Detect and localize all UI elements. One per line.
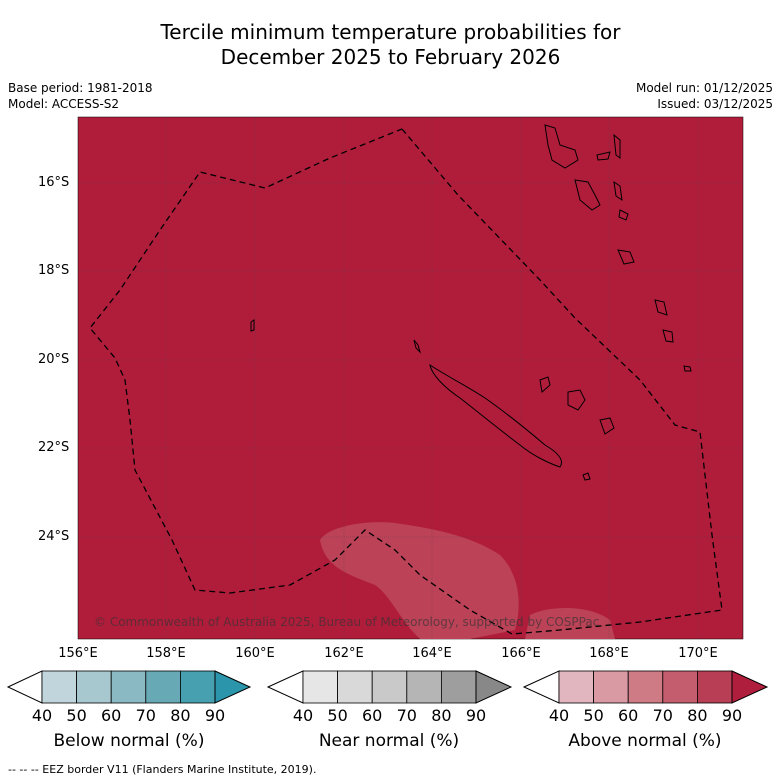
- gridlines: [78, 117, 743, 639]
- malekula-island: [574, 179, 601, 211]
- cb1-tick: 60: [101, 706, 122, 725]
- espiritu-santo-island: [544, 124, 579, 169]
- model-run: Model run: 01/12/2025: [635, 81, 773, 95]
- cb1-segment-2: [76, 670, 112, 704]
- cb3-tick: 60: [618, 706, 639, 725]
- cb1-segment-6: [214, 670, 252, 704]
- cb3-segment-0: [522, 670, 560, 704]
- cb2-segment-6: [475, 670, 513, 704]
- lon-label-166e: 166°E: [501, 646, 541, 661]
- maewo-island: [613, 133, 621, 159]
- lat-label-22s: 22°S: [38, 440, 70, 455]
- chart-title: Tercile minimum temperature probabilitie…: [0, 20, 781, 70]
- tanna-island: [654, 299, 668, 316]
- ouvea-island: [539, 376, 551, 393]
- cb2-segment-1: [302, 670, 338, 704]
- lat-label-24s: 24°S: [38, 529, 70, 544]
- lon-label-162e: 162°E: [324, 646, 364, 661]
- meta-left: Base period: 1981-2018 Model: ACCESS-S2: [8, 80, 153, 112]
- cb2-tick: 80: [431, 706, 452, 725]
- lon-label-168e: 168°E: [589, 646, 629, 661]
- cb2-tick: 60: [362, 706, 383, 725]
- belep-island: [413, 339, 422, 354]
- cb3-tick: 90: [721, 706, 743, 725]
- cb1-tick: 50: [66, 706, 87, 725]
- cb2-segment-5: [440, 670, 477, 704]
- cb3-segment-5: [697, 670, 733, 704]
- lat-label-16s: 16°S: [38, 175, 70, 190]
- lat-label-18s: 18°S: [38, 263, 70, 278]
- lon-label-170e: 170°E: [678, 646, 718, 661]
- cb2-segment-3: [371, 670, 408, 704]
- cb2-segment-4: [406, 670, 442, 704]
- efate-island: [617, 249, 635, 265]
- lifou-island: [567, 389, 586, 411]
- copyright-notice: © Commonwealth of Australia 2025, Bureau…: [94, 615, 599, 629]
- eez-footnote: -- -- -- EEZ border V11 (Flanders Marine…: [8, 763, 317, 776]
- cb1-tick: 40: [31, 706, 53, 725]
- cb1-segment-5: [179, 670, 216, 704]
- title-line-1: Tercile minimum temperature probabilitie…: [160, 20, 621, 44]
- base-period: Base period: 1981-2018: [8, 81, 153, 95]
- eez-border: [89, 128, 723, 635]
- cb3-segment-2: [593, 670, 629, 704]
- cb1-segment-0: [6, 670, 43, 704]
- lon-label-164e: 164°E: [412, 646, 452, 661]
- cb3-tick: 80: [687, 706, 708, 725]
- cb2-segment-2: [337, 670, 373, 704]
- cb3-tick: 50: [583, 706, 604, 725]
- model-name: Model: ACCESS-S2: [8, 97, 120, 111]
- colorbar-near-normal: [266, 670, 513, 704]
- new-caledonia-island: [429, 363, 562, 468]
- lon-label-158e: 158°E: [146, 646, 186, 661]
- lon-label-160e: 160°E: [235, 646, 275, 661]
- above-80-region: [320, 522, 519, 639]
- meta-right: Model run: 01/12/2025 Issued: 03/12/2025: [636, 80, 773, 112]
- ambae-island: [596, 151, 611, 161]
- cb2-tick: 40: [292, 706, 314, 725]
- small-island-2: [683, 365, 692, 372]
- cb2-segment-0: [266, 670, 304, 704]
- cb1-segment-3: [110, 670, 147, 704]
- issued-date: Issued: 03/12/2025: [657, 97, 773, 111]
- small-island-1: [618, 209, 629, 221]
- cb1-tick: 70: [135, 706, 156, 725]
- colorbar-above-normal: [522, 670, 769, 704]
- isle-of-pines: [582, 472, 591, 481]
- cb3-segment-3: [627, 670, 664, 704]
- lon-label-156e: 156°E: [58, 646, 98, 661]
- cb3-segment-4: [662, 670, 698, 704]
- cb1-tick: 90: [204, 706, 226, 725]
- cb1-tick: 80: [170, 706, 191, 725]
- cb3-segment-1: [558, 670, 594, 704]
- cb1-title: Below normal (%): [53, 731, 205, 751]
- cb3-segment-6: [731, 670, 769, 704]
- small-island-3: [250, 319, 255, 332]
- mare-island: [599, 417, 615, 435]
- cb1-segment-1: [41, 670, 77, 704]
- cb3-title: Above normal (%): [568, 731, 722, 751]
- title-line-2: December 2025 to February 2026: [220, 45, 561, 69]
- cb2-tick: 50: [327, 706, 348, 725]
- cb1-segment-4: [145, 670, 181, 704]
- cb3-tick: 40: [548, 706, 570, 725]
- aneityum-island: [662, 329, 674, 343]
- cb2-title: Near normal (%): [318, 731, 460, 751]
- cb3-tick: 70: [652, 706, 673, 725]
- pentecost-island: [613, 180, 623, 202]
- colorbar-below-normal: [6, 670, 252, 704]
- cb2-tick: 90: [465, 706, 487, 725]
- cb2-tick: 70: [396, 706, 417, 725]
- lat-label-20s: 20°S: [38, 352, 70, 367]
